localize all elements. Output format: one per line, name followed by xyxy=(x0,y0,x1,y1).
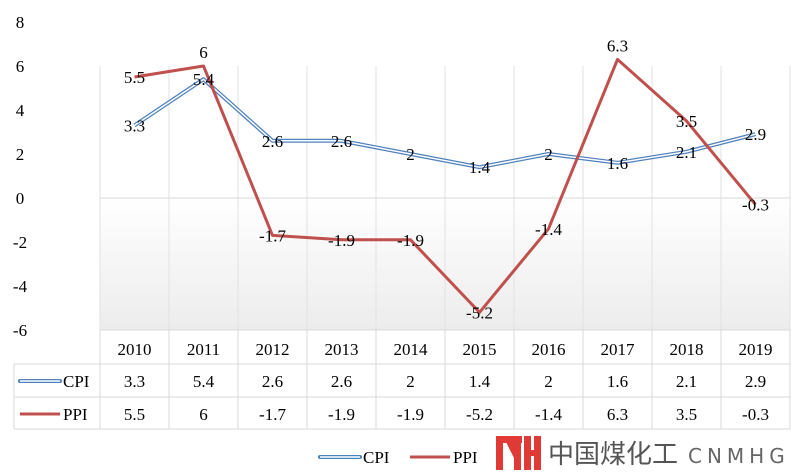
data-label-cpi: 2.1 xyxy=(676,143,697,162)
logo-mark xyxy=(496,436,503,470)
x-category-label: 2015 xyxy=(463,340,497,359)
data-label-cpi: 5.4 xyxy=(193,70,215,89)
logo-mark xyxy=(514,436,521,470)
table-cell: 2.6 xyxy=(262,372,283,391)
data-label-cpi: 1.4 xyxy=(469,158,491,177)
data-label-ppi: 6 xyxy=(199,43,208,62)
table-cell: -1.9 xyxy=(397,405,424,424)
data-label-ppi: 5.5 xyxy=(124,68,145,87)
table-series-name: CPI xyxy=(63,372,90,391)
table-cell: -1.7 xyxy=(259,405,286,424)
y-tick-label: 0 xyxy=(16,189,25,208)
data-label-ppi: -0.3 xyxy=(742,196,769,215)
table-cell: -1.9 xyxy=(328,405,355,424)
data-label-ppi: -1.9 xyxy=(397,231,424,250)
table-cell: -1.4 xyxy=(535,405,562,424)
data-label-ppi: -1.7 xyxy=(259,226,286,245)
x-category-label: 2019 xyxy=(739,340,773,359)
y-tick-label: -6 xyxy=(13,321,27,340)
x-category-label: 2013 xyxy=(325,340,359,359)
data-label-cpi: 2 xyxy=(406,145,415,164)
table-cell: 3.5 xyxy=(676,405,697,424)
data-label-ppi: -1.9 xyxy=(328,231,355,250)
table-cell: 1.4 xyxy=(469,372,491,391)
watermark-cn-text: 中国煤化工 xyxy=(548,440,678,470)
y-tick-label: 6 xyxy=(16,57,25,76)
watermark-en-text: CNMHG xyxy=(688,444,790,468)
table-cell: 1.6 xyxy=(607,372,628,391)
x-category-label: 2018 xyxy=(670,340,704,359)
table-cell: -0.3 xyxy=(742,405,769,424)
table-cell: 2.1 xyxy=(676,372,697,391)
x-category-label: 2011 xyxy=(187,340,220,359)
table-cell: 6.3 xyxy=(607,405,628,424)
x-category-label: 2016 xyxy=(532,340,566,359)
x-category-label: 2012 xyxy=(256,340,290,359)
data-label-ppi: 3.5 xyxy=(676,112,697,131)
y-tick-label: -2 xyxy=(13,233,27,252)
table-cell: 6 xyxy=(199,405,208,424)
table-cell: 2 xyxy=(406,372,415,391)
table-cell: 2.6 xyxy=(331,372,352,391)
logo-mark xyxy=(534,436,541,470)
legend-label-cpi: CPI xyxy=(363,448,390,467)
series-line-ppi xyxy=(134,57,757,314)
series-line-cpi-inner xyxy=(134,78,756,168)
table-cell: 2 xyxy=(544,372,553,391)
x-category-label: 2010 xyxy=(118,340,152,359)
table-cell: 2.9 xyxy=(745,372,766,391)
table-cell: 5.5 xyxy=(124,405,145,424)
table-cell: -5.2 xyxy=(466,405,493,424)
data-label-ppi: 6.3 xyxy=(607,36,628,55)
data-label-cpi: 2.6 xyxy=(262,132,283,151)
table-cell: 5.4 xyxy=(193,372,215,391)
data-label-cpi: 2.9 xyxy=(745,125,766,144)
logo-mark xyxy=(524,450,540,456)
x-category-label: 2017 xyxy=(601,340,636,359)
x-category-label: 2014 xyxy=(394,340,429,359)
data-label-cpi: 1.6 xyxy=(607,154,628,173)
data-label-cpi: 3.3 xyxy=(124,116,145,135)
watermark-logo: 中国煤化工 CNMHG xyxy=(496,436,790,470)
data-label-cpi: 2.6 xyxy=(331,132,352,151)
y-tick-label: -4 xyxy=(13,277,28,296)
y-tick-label: 4 xyxy=(16,101,25,120)
table-series-name: PPI xyxy=(63,405,88,424)
table-cell: 3.3 xyxy=(124,372,145,391)
data-label-ppi: -1.4 xyxy=(535,220,562,239)
y-tick-label: 2 xyxy=(16,145,25,164)
data-label-cpi: 2 xyxy=(544,145,553,164)
legend-label-ppi: PPI xyxy=(453,448,478,467)
data-label-ppi: -5.2 xyxy=(466,303,493,322)
y-tick-label: 8 xyxy=(16,13,25,32)
